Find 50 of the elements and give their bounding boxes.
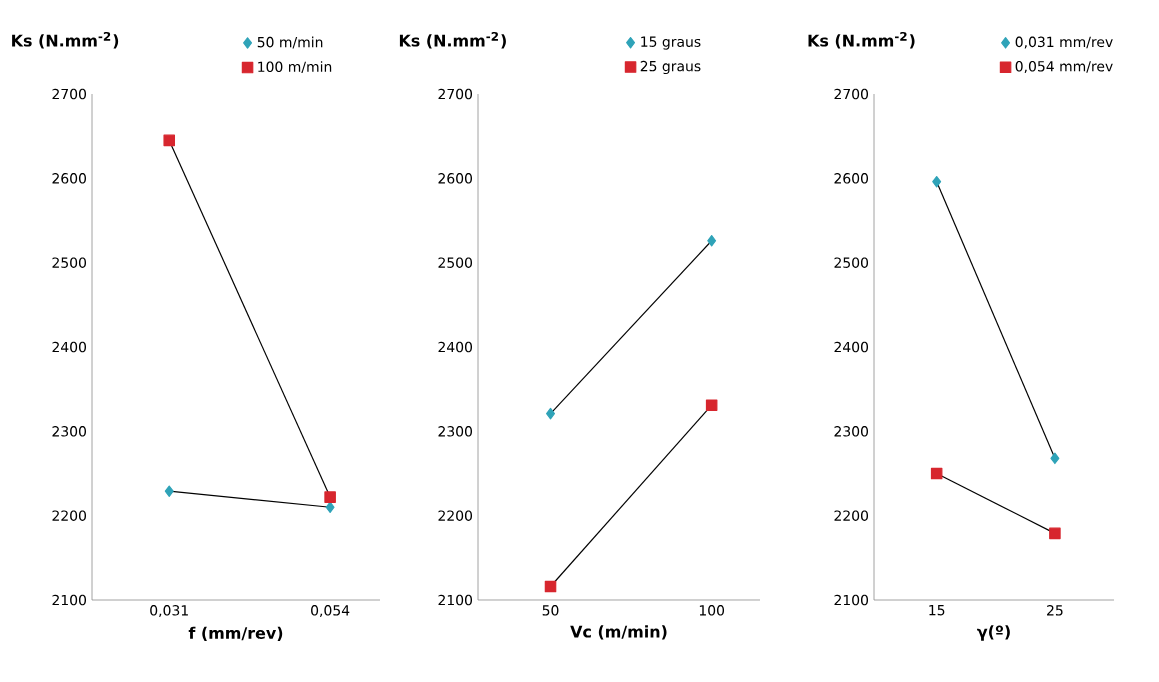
point — [932, 175, 942, 188]
point — [546, 407, 556, 420]
x-axis-title: Vc (m/min) — [570, 625, 667, 640]
x-axis-title: f (mm/rev) — [188, 626, 283, 641]
y-tick-label: 2100 — [438, 594, 473, 606]
x-tick-label: 0,031 — [150, 605, 188, 618]
point — [1050, 452, 1060, 465]
y-tick-label: 2700 — [834, 88, 869, 100]
legend-label: 0,031 mm/rev — [1015, 36, 1113, 49]
y-tick-label: 2500 — [438, 257, 473, 268]
x-tick-label: 0,054 — [311, 605, 350, 618]
y-tick-label: 2600 — [438, 173, 473, 184]
y-tick-label: 2500 — [834, 257, 869, 268]
y-tick-label: 2400 — [438, 341, 473, 353]
point — [163, 134, 176, 147]
y-tick-label: 2100 — [834, 594, 869, 606]
y-tick-label: 2400 — [834, 341, 869, 353]
y-tick-label: 2600 — [52, 173, 87, 184]
x-tick-label: 50 — [542, 605, 559, 616]
legend-label: 15 graus — [641, 36, 701, 50]
y-tick-label: 2300 — [834, 426, 869, 437]
y-tick-label: 2200 — [52, 510, 87, 521]
point — [707, 234, 717, 247]
legend-label: 25 graus — [640, 60, 701, 75]
legend-label: 0,054 mm/rev — [1015, 61, 1113, 73]
point — [705, 399, 718, 411]
y-tick-label: 2200 — [834, 510, 869, 521]
point — [930, 467, 943, 480]
text: Ks (N.mm$^{-2}$) — [12, 31, 119, 49]
y-tick-label: 2500 — [52, 257, 87, 268]
point — [164, 485, 174, 497]
text: Ks (N.mm$^{-2}$) — [808, 31, 915, 49]
x-tick-label: 15 — [929, 605, 945, 616]
text: Ks (N.mm$^{-2}$) — [399, 31, 506, 49]
y-tick-label: 2300 — [52, 426, 87, 437]
y-tick-label: 2200 — [438, 510, 473, 521]
point — [324, 491, 336, 503]
point — [1049, 527, 1061, 540]
x-tick-label: 25 — [1047, 605, 1063, 616]
legend-label: 100 m/min — [258, 61, 332, 74]
x-axis-title: γ(º) — [977, 625, 1010, 641]
y-tick-label: 2400 — [52, 341, 87, 353]
legend-label: 50 m/min — [257, 36, 323, 49]
y-tick-label: 2100 — [52, 594, 87, 606]
y-tick-label: 2600 — [834, 173, 869, 184]
y-tick-label: 2700 — [52, 88, 87, 100]
y-tick-label: 2700 — [438, 88, 473, 100]
x-tick-label: 100 — [699, 605, 725, 616]
point — [544, 580, 557, 593]
y-tick-label: 2300 — [438, 426, 473, 437]
